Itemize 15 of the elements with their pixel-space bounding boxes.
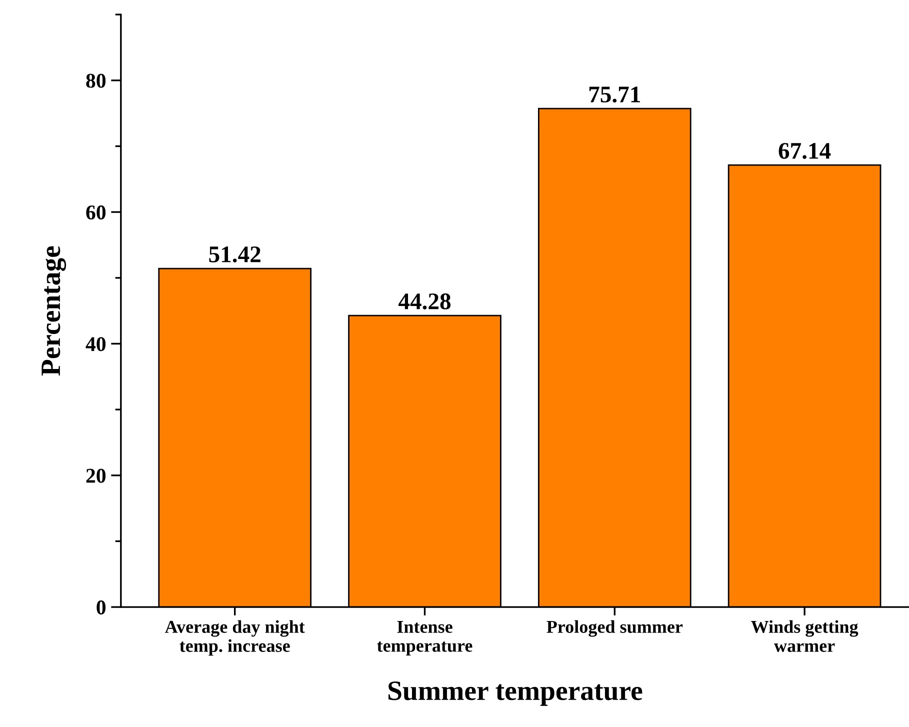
data-label: 75.71 xyxy=(589,86,640,103)
data-label: 44.28 xyxy=(398,293,451,310)
y-tick-label: 60 xyxy=(86,205,106,220)
data-label: 67.14 xyxy=(778,142,831,159)
x-axis-title: Summer temperature xyxy=(388,682,642,706)
y-tick-label: 80 xyxy=(86,74,106,88)
y-tick-label: 20 xyxy=(86,468,106,483)
x-tick-label: Prologed summer xyxy=(546,620,683,637)
data-label: 51.42 xyxy=(209,246,260,262)
x-tick-label: Winds getting warmer xyxy=(751,620,858,652)
y-tick-label: 0 xyxy=(96,600,106,614)
x-tick-label: Intense temperature xyxy=(377,620,472,656)
y-axis-title: Percentage xyxy=(42,246,66,376)
y-tick-label: 40 xyxy=(86,337,106,352)
x-tick-label: Average day night temp. increase xyxy=(164,620,305,656)
